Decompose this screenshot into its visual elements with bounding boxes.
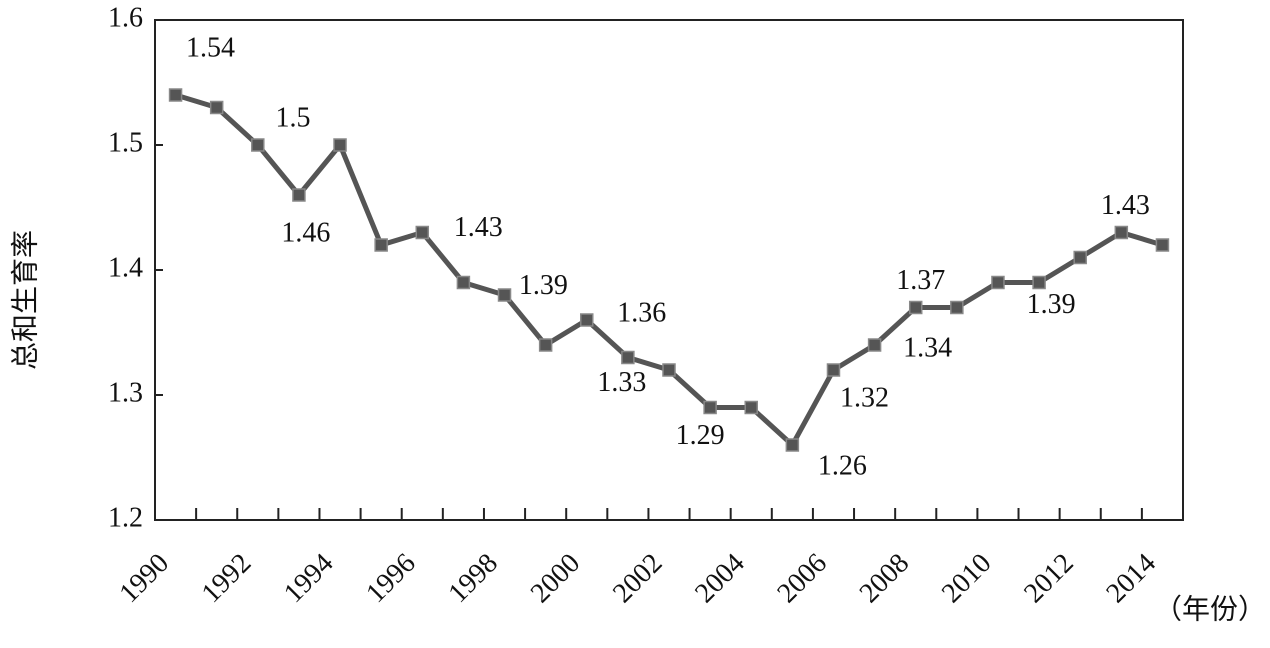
x-tick-label: 2006 bbox=[771, 548, 833, 610]
point-marker bbox=[908, 300, 923, 315]
data-label: 1.32 bbox=[840, 382, 889, 413]
data-label: 1.34 bbox=[903, 332, 952, 363]
y-tick-label: 1.4 bbox=[108, 252, 143, 283]
y-tick-label: 1.6 bbox=[108, 2, 143, 33]
x-tick-label: 2008 bbox=[854, 548, 916, 610]
x-tick-label: 2000 bbox=[525, 548, 587, 610]
point-marker bbox=[1032, 275, 1046, 290]
x-tick-label: 2004 bbox=[689, 548, 751, 610]
y-tick-label: 1.2 bbox=[108, 502, 143, 533]
data-label: 1.39 bbox=[1027, 289, 1076, 320]
point-marker bbox=[785, 438, 800, 452]
data-label: 1.26 bbox=[818, 450, 867, 481]
data-label: 1.54 bbox=[186, 32, 235, 63]
y-tick-label: 1.5 bbox=[108, 127, 143, 158]
x-axis-label: （年份） bbox=[1154, 593, 1266, 625]
point-marker bbox=[251, 138, 265, 152]
point-marker bbox=[1155, 238, 1170, 252]
plot-frame bbox=[154, 19, 1184, 521]
x-tick-label: 1998 bbox=[442, 548, 504, 610]
x-tick-label: 1992 bbox=[196, 548, 258, 610]
data-label: 1.43 bbox=[454, 212, 503, 243]
point-marker bbox=[456, 275, 471, 290]
data-label: 1.39 bbox=[519, 270, 568, 301]
point-marker bbox=[991, 275, 1005, 290]
data-label: 1.29 bbox=[676, 420, 725, 451]
data-label: 1.46 bbox=[281, 217, 330, 248]
point-marker bbox=[867, 338, 882, 352]
point-marker bbox=[374, 238, 388, 252]
data-label: 1.5 bbox=[276, 102, 311, 133]
x-tick-label: 1996 bbox=[360, 548, 422, 610]
point-marker bbox=[744, 400, 758, 415]
point-marker bbox=[621, 350, 635, 365]
point-marker bbox=[333, 138, 347, 152]
point-marker bbox=[497, 288, 512, 302]
series-line bbox=[174, 92, 1164, 448]
x-tick-label: 1994 bbox=[278, 548, 340, 610]
point-marker bbox=[703, 400, 717, 415]
x-tick-label: 2012 bbox=[1018, 548, 1080, 610]
x-tick-label: 2002 bbox=[607, 548, 669, 610]
point-marker bbox=[292, 188, 306, 202]
point-marker bbox=[415, 225, 430, 240]
point-marker bbox=[580, 313, 594, 327]
point-marker bbox=[1073, 250, 1087, 265]
point-marker bbox=[538, 338, 553, 352]
data-label: 1.33 bbox=[597, 367, 646, 398]
point-marker bbox=[209, 100, 224, 115]
point-marker bbox=[1114, 225, 1129, 240]
x-tick-label: 2014 bbox=[1100, 548, 1162, 610]
data-label: 1.36 bbox=[617, 297, 666, 328]
point-marker bbox=[168, 88, 183, 102]
point-marker bbox=[826, 363, 841, 377]
x-tick-label: 1990 bbox=[114, 548, 176, 610]
x-tick-label: 2010 bbox=[936, 548, 998, 610]
point-marker bbox=[950, 300, 964, 315]
y-tick-label: 1.3 bbox=[108, 377, 143, 408]
data-label: 1.37 bbox=[896, 265, 945, 296]
y-axis-label: 总和生育率 bbox=[9, 230, 41, 370]
point-marker bbox=[662, 363, 676, 377]
data-label: 1.43 bbox=[1101, 190, 1150, 221]
